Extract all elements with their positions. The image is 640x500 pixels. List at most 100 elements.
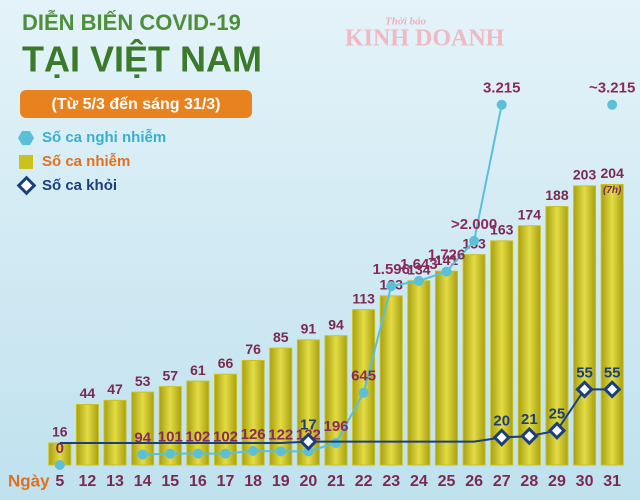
bar-label: 94: [328, 316, 344, 332]
x-tick-label: 29: [548, 473, 566, 490]
x-tick-label: 23: [382, 473, 400, 490]
x-label: Ngày: [8, 471, 50, 490]
point: [248, 445, 259, 456]
bar: [379, 295, 403, 466]
bar-label: 113: [352, 290, 375, 306]
x-tick-label: 21: [327, 473, 345, 490]
point: [303, 446, 314, 457]
chart-title: DIỄN BIẾN COVID-19: [22, 9, 241, 35]
data-label: 102: [213, 429, 238, 446]
subtitle: (Từ 5/3 đến sáng 31/3): [52, 96, 221, 113]
legend-label: Số ca nhiễm: [42, 153, 130, 170]
point: [575, 380, 594, 399]
x-tick-label: 31: [603, 473, 621, 490]
data-label: 3.215: [483, 80, 521, 97]
x-tick-label: 18: [244, 473, 262, 490]
legend-label: Số ca khỏi: [42, 177, 117, 194]
bar: [407, 280, 431, 466]
data-label: 1.596: [372, 261, 410, 278]
data-label: 17: [300, 417, 317, 434]
bar-label: 203: [573, 167, 597, 183]
bar-label: 174: [518, 206, 542, 222]
point: [602, 380, 622, 399]
data-label: 102: [185, 429, 210, 446]
bar: [269, 347, 293, 466]
x-tick-label: 30: [576, 473, 594, 490]
bar-label: 134: [407, 261, 431, 277]
bar-label: 204: [601, 165, 625, 181]
legend-label: Số ca nghi nhiễm: [42, 129, 166, 146]
data-label: >2.000: [451, 216, 497, 233]
bar-label: 76: [245, 341, 261, 357]
legend-icon: [19, 155, 33, 169]
bar: [296, 339, 320, 466]
bar-label: 44: [80, 385, 96, 401]
bar: [103, 399, 127, 466]
point: [492, 428, 511, 447]
bar: [517, 225, 541, 466]
bar-label: 66: [218, 355, 234, 371]
series-line: [59, 388, 613, 444]
bar-label: 16: [52, 424, 68, 440]
x-tick-label: 13: [106, 473, 124, 490]
bar-label: 57: [162, 367, 178, 383]
point: [165, 448, 176, 459]
point: [54, 460, 65, 470]
data-label: 20: [493, 412, 510, 429]
data-label: 1.643: [400, 256, 438, 273]
point: [220, 448, 231, 459]
bar-label: 91: [301, 321, 317, 337]
data-label: 122: [268, 426, 293, 443]
x-tick-label: 24: [410, 473, 428, 490]
data-label: 55: [576, 364, 593, 381]
bar: [573, 185, 597, 466]
bar-label: 188: [545, 187, 569, 203]
chart-title-2: TẠI VIỆT NAM: [22, 38, 262, 80]
data-label: 196: [323, 418, 348, 435]
legend-icon: [18, 131, 34, 145]
bar: [131, 391, 155, 466]
point: [469, 235, 480, 246]
x-tick-label: 22: [355, 473, 373, 490]
data-label: 21: [521, 411, 538, 428]
point: [607, 99, 618, 110]
annotation: (7h): [603, 185, 622, 196]
data-label: 55: [604, 364, 621, 381]
bar: [545, 206, 569, 466]
x-tick-label: 25: [438, 473, 456, 490]
bar-label: 47: [107, 381, 123, 397]
subtitle-box: [20, 90, 252, 118]
x-tick-label: 26: [465, 473, 483, 490]
x-tick-label: 27: [493, 473, 511, 490]
x-tick-label: 5: [55, 473, 64, 490]
point: [137, 449, 148, 460]
point: [275, 446, 286, 457]
bar-label: 163: [490, 222, 514, 238]
watermark: KINH DOANH: [345, 26, 505, 52]
legend-icon: [16, 175, 37, 196]
point: [358, 387, 369, 398]
point: [441, 266, 452, 277]
x-tick-label: 15: [161, 473, 179, 490]
x-tick-label: 20: [299, 473, 317, 490]
data-label: 1.726: [428, 247, 466, 264]
bar: [158, 386, 182, 466]
x-tick-label: 19: [272, 473, 290, 490]
x-tick-label: 17: [217, 473, 235, 490]
point: [496, 99, 507, 110]
x-tick-label: 14: [134, 473, 152, 490]
point: [413, 275, 424, 286]
point: [192, 448, 203, 459]
bar: [75, 404, 99, 466]
bar: [241, 360, 265, 466]
bar-label: 61: [190, 362, 206, 378]
data-label: 101: [158, 429, 183, 446]
data-label: 0: [56, 440, 64, 457]
x-tick-label: 28: [520, 473, 538, 490]
x-tick-label: 16: [189, 473, 207, 490]
data-label: 645: [351, 368, 376, 385]
bar: [186, 380, 210, 466]
bar: [352, 309, 376, 466]
point: [386, 281, 397, 292]
